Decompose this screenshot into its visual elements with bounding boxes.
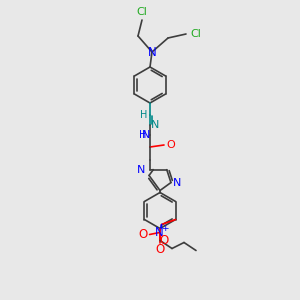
Text: O: O — [167, 140, 176, 150]
Text: O: O — [155, 243, 164, 256]
Text: Cl: Cl — [136, 7, 147, 17]
Text: N: N — [136, 165, 145, 175]
Text: N: N — [151, 120, 159, 130]
Text: H: H — [140, 110, 148, 120]
Text: +: + — [161, 224, 168, 233]
Text: N: N — [142, 130, 150, 140]
Text: N: N — [173, 178, 181, 188]
Text: H: H — [139, 130, 147, 140]
Text: O: O — [138, 228, 147, 241]
Text: O: O — [159, 234, 169, 247]
Text: N: N — [148, 46, 156, 59]
Text: N: N — [155, 226, 164, 239]
Text: Cl: Cl — [190, 29, 201, 39]
